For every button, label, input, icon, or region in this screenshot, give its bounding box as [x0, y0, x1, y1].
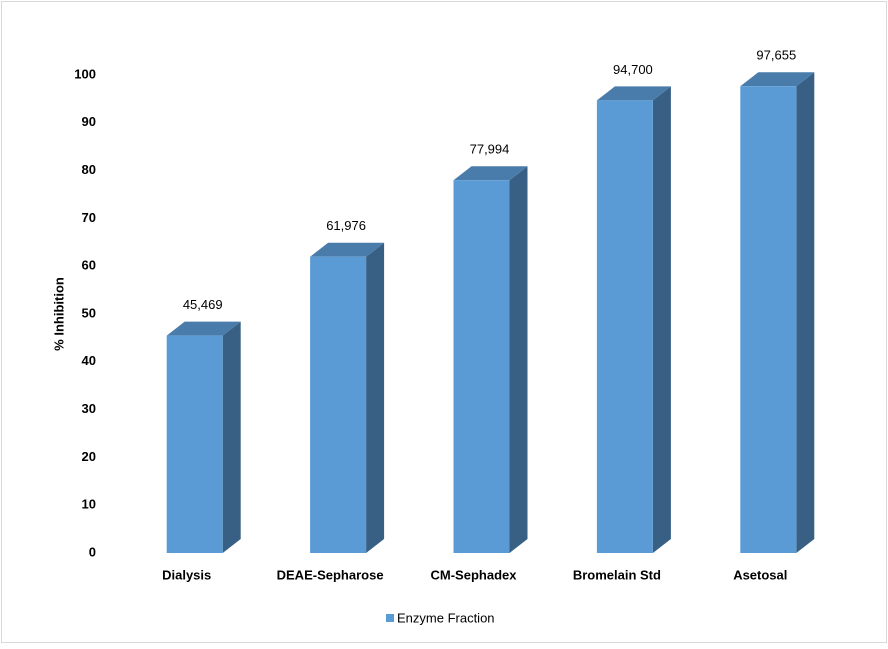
bar-side — [652, 86, 671, 554]
bar — [166, 321, 241, 553]
y-tick-label: 90 — [82, 114, 96, 129]
bar-top — [740, 72, 815, 87]
bar-front — [310, 256, 367, 553]
bar-top — [596, 86, 671, 101]
bar-front — [740, 86, 797, 553]
bar-side — [366, 242, 385, 554]
legend-label: Enzyme Fraction — [397, 610, 495, 625]
value-label: 61,976 — [326, 218, 366, 233]
legend-swatch — [386, 614, 394, 622]
bar-side — [796, 72, 815, 553]
y-tick-label: 70 — [82, 210, 96, 225]
bar — [740, 72, 815, 553]
bar — [310, 242, 385, 554]
bar-front — [453, 180, 510, 554]
bar — [453, 166, 528, 554]
bar — [596, 86, 671, 554]
bar-front — [596, 100, 653, 554]
x-tick-label: DEAE-Sepharose — [277, 567, 384, 582]
y-axis-title: % Inhibition — [51, 277, 66, 351]
value-label: 45,469 — [183, 297, 223, 312]
y-tick-label: 10 — [82, 497, 96, 512]
x-tick-label: CM-Sephadex — [431, 567, 518, 582]
y-tick-label: 0 — [89, 544, 96, 559]
value-label: 97,655 — [756, 48, 796, 63]
y-tick-label: 30 — [82, 401, 96, 416]
bar-top — [453, 166, 528, 181]
value-label: 77,994 — [470, 142, 510, 157]
value-label: 94,700 — [613, 62, 653, 77]
y-tick-label: 40 — [82, 353, 96, 368]
y-tick-label: 50 — [82, 305, 96, 320]
bar-front — [166, 335, 223, 553]
y-tick-label: 60 — [82, 258, 96, 273]
bar-top — [166, 321, 241, 336]
bar-side — [222, 321, 241, 553]
bar-top — [310, 242, 385, 257]
y-tick-label: 80 — [82, 162, 96, 177]
x-tick-label: Dialysis — [162, 567, 211, 582]
x-tick-label: Bromelain Std — [573, 567, 661, 582]
bar-side — [509, 166, 528, 554]
y-tick-label: 100 — [74, 66, 96, 81]
y-tick-label: 20 — [82, 449, 96, 464]
x-tick-label: Asetosal — [733, 567, 787, 582]
